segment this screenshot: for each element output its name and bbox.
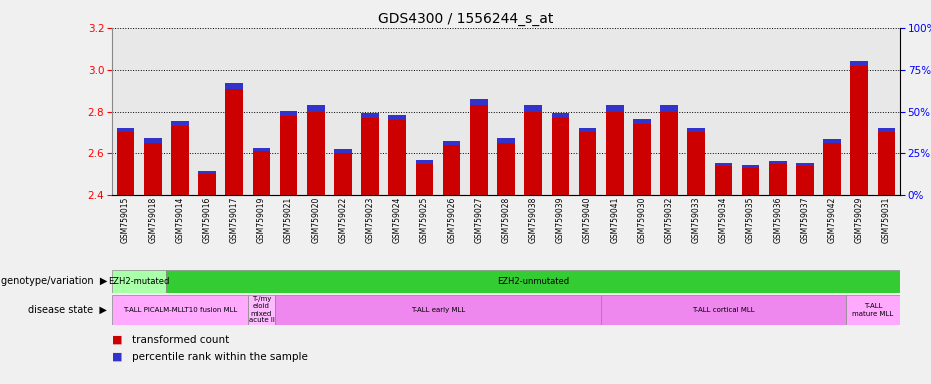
Bar: [878, 128, 896, 132]
Bar: [850, 61, 868, 66]
Bar: [470, 99, 488, 105]
Bar: [171, 121, 189, 126]
Bar: [497, 138, 515, 143]
Bar: [252, 148, 270, 151]
Bar: [845, 295, 900, 325]
Bar: [307, 111, 325, 195]
Bar: [796, 166, 814, 195]
Bar: [769, 161, 787, 164]
Bar: [198, 174, 216, 195]
Bar: [252, 151, 270, 195]
Text: genotype/variation  ▶: genotype/variation ▶: [1, 276, 107, 286]
Bar: [334, 149, 352, 153]
Bar: [334, 153, 352, 195]
Bar: [823, 143, 841, 195]
Bar: [878, 132, 896, 195]
Bar: [361, 113, 379, 118]
Text: transformed count: transformed count: [132, 335, 230, 345]
Bar: [742, 168, 760, 195]
Bar: [551, 118, 569, 195]
Text: ■: ■: [112, 352, 123, 362]
Text: percentile rank within the sample: percentile rank within the sample: [132, 352, 308, 362]
Bar: [497, 143, 515, 195]
Text: T-/my
eloid
mixed
acute II: T-/my eloid mixed acute II: [249, 296, 275, 323]
Bar: [415, 164, 433, 195]
Text: T-ALL
mature MLL: T-ALL mature MLL: [852, 303, 894, 316]
Bar: [850, 66, 868, 195]
Bar: [606, 111, 624, 195]
Bar: [388, 115, 406, 120]
Bar: [633, 124, 651, 195]
Bar: [715, 166, 732, 195]
Bar: [361, 118, 379, 195]
Bar: [112, 270, 167, 293]
Bar: [796, 163, 814, 166]
Text: T-ALL early MLL: T-ALL early MLL: [411, 307, 466, 313]
Bar: [715, 163, 732, 166]
Text: ■: ■: [112, 335, 123, 345]
Bar: [687, 128, 705, 132]
Bar: [116, 128, 134, 132]
Bar: [443, 141, 461, 145]
Bar: [660, 106, 678, 111]
Bar: [198, 171, 216, 174]
Bar: [687, 132, 705, 195]
Bar: [275, 295, 601, 325]
Text: T-ALL cortical MLL: T-ALL cortical MLL: [692, 307, 755, 313]
Bar: [551, 113, 569, 118]
Bar: [112, 295, 248, 325]
Text: GDS4300 / 1556244_s_at: GDS4300 / 1556244_s_at: [378, 12, 553, 25]
Bar: [280, 111, 297, 116]
Text: T-ALL PICALM-MLLT10 fusion MLL: T-ALL PICALM-MLLT10 fusion MLL: [123, 307, 237, 313]
Bar: [470, 105, 488, 195]
Bar: [116, 132, 134, 195]
Bar: [633, 119, 651, 124]
Bar: [769, 164, 787, 195]
Bar: [823, 139, 841, 143]
Bar: [144, 143, 162, 195]
Text: disease state  ▶: disease state ▶: [29, 305, 107, 315]
Bar: [742, 165, 760, 168]
Bar: [579, 132, 597, 195]
Bar: [280, 116, 297, 195]
Bar: [601, 295, 845, 325]
Bar: [171, 126, 189, 195]
Bar: [388, 120, 406, 195]
Bar: [415, 160, 433, 164]
Bar: [579, 128, 597, 132]
Bar: [606, 106, 624, 111]
Bar: [225, 89, 243, 195]
Bar: [225, 83, 243, 89]
Bar: [443, 145, 461, 195]
Text: EZH2-unmutated: EZH2-unmutated: [497, 277, 569, 286]
Bar: [660, 111, 678, 195]
Bar: [307, 106, 325, 111]
Bar: [144, 138, 162, 143]
Bar: [524, 111, 542, 195]
Bar: [248, 295, 275, 325]
Text: EZH2-mutated: EZH2-mutated: [109, 277, 169, 286]
Bar: [524, 106, 542, 111]
